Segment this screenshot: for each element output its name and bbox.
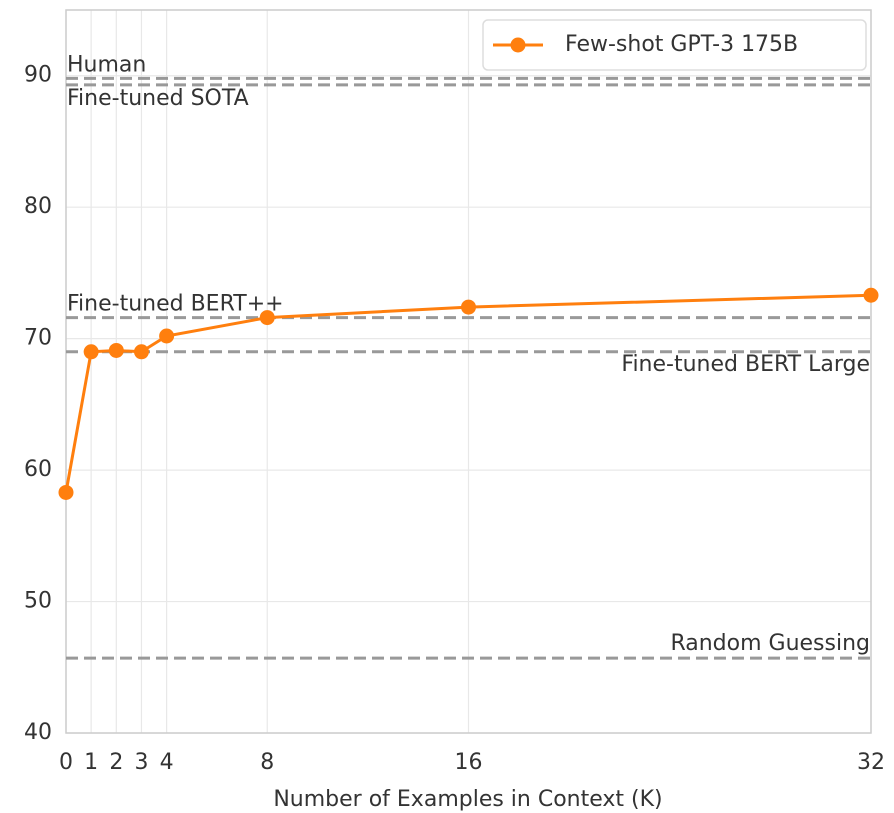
x-tick-label: 1 xyxy=(84,750,98,775)
x-tick-label: 3 xyxy=(134,750,148,775)
y-tick-label: 50 xyxy=(24,589,52,614)
x-tick-label: 8 xyxy=(260,750,274,775)
data-point xyxy=(83,344,99,360)
data-point xyxy=(58,484,74,500)
reference-label: Fine-tuned SOTA xyxy=(67,86,249,111)
x-tick-label: 32 xyxy=(857,750,885,775)
data-point xyxy=(461,299,476,315)
legend: Few-shot GPT-3 175B xyxy=(482,19,867,71)
reference-label: Fine-tuned BERT++ xyxy=(67,292,284,317)
reference-label: Human xyxy=(67,52,146,77)
reference-label: Random Guessing xyxy=(670,631,870,656)
data-point xyxy=(863,287,879,303)
x-axis-label: Number of Examples in Context (K) xyxy=(273,787,662,812)
data-point xyxy=(159,328,175,344)
y-tick-label: 90 xyxy=(24,63,52,88)
y-tick-label: 70 xyxy=(24,326,52,351)
x-tick-label: 2 xyxy=(109,750,123,775)
data-point xyxy=(133,344,149,360)
y-tick-label: 60 xyxy=(24,457,52,482)
data-point xyxy=(259,310,275,326)
reference-label: Fine-tuned BERT Large xyxy=(621,352,870,377)
x-tick-label: 0 xyxy=(59,750,73,775)
plot-frame xyxy=(65,9,872,734)
legend-marker xyxy=(510,37,526,53)
legend-box xyxy=(482,19,867,71)
data-point xyxy=(108,342,124,358)
legend-label: Few-shot GPT-3 175B xyxy=(565,32,798,57)
x-tick-label: 4 xyxy=(160,750,174,775)
y-tick-label: 40 xyxy=(24,720,52,745)
x-tick-label: 16 xyxy=(455,750,483,775)
y-tick-label: 80 xyxy=(24,194,52,219)
